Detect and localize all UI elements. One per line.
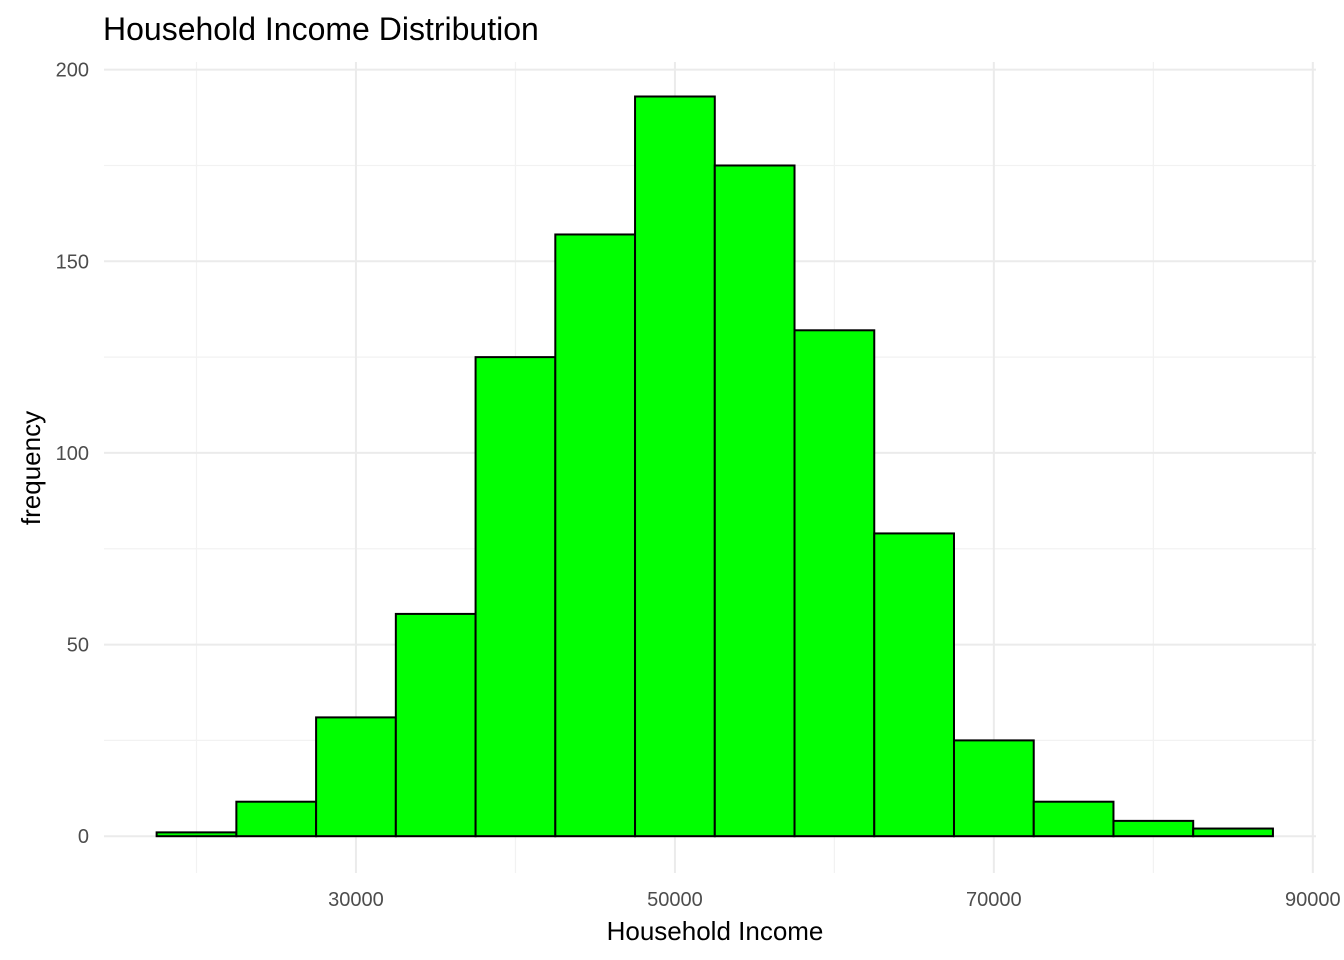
histogram-bar-9	[793, 329, 876, 838]
chart-title: Household Income Distribution	[103, 11, 539, 47]
y-tick-label: 200	[56, 60, 89, 82]
histogram-bar-12	[1032, 800, 1115, 838]
x-tick-label: 90000	[1285, 889, 1341, 911]
histogram-bar-4	[394, 612, 477, 838]
histogram-bar-5	[474, 356, 557, 838]
x-axis-ticks: 30000 50000 70000 90000	[328, 889, 1340, 911]
x-axis-title: Household Income	[607, 916, 824, 946]
histogram-bar-1	[155, 831, 238, 838]
histogram-bar-13	[1112, 819, 1195, 838]
histogram-bar-6	[554, 233, 637, 838]
histogram-bar-8	[713, 164, 796, 838]
histogram-bar-10	[873, 532, 955, 838]
x-tick-label: 70000	[966, 889, 1022, 911]
y-axis-ticks: 0 50 100 150 200	[56, 60, 89, 849]
histogram-bar-3	[315, 716, 397, 838]
histogram-bar-7	[634, 95, 716, 838]
y-tick-label: 50	[67, 635, 89, 657]
x-tick-label: 50000	[647, 889, 703, 911]
histogram-bar-14	[1192, 827, 1274, 838]
x-tick-label: 30000	[328, 889, 384, 911]
y-axis-title: frequency	[16, 411, 46, 525]
y-tick-label: 0	[78, 826, 89, 848]
histogram-bar-11	[952, 739, 1035, 838]
histogram-bar-2	[235, 800, 318, 838]
bars-layer	[155, 95, 1274, 838]
y-tick-label: 100	[56, 443, 89, 465]
y-tick-label: 150	[56, 251, 89, 273]
